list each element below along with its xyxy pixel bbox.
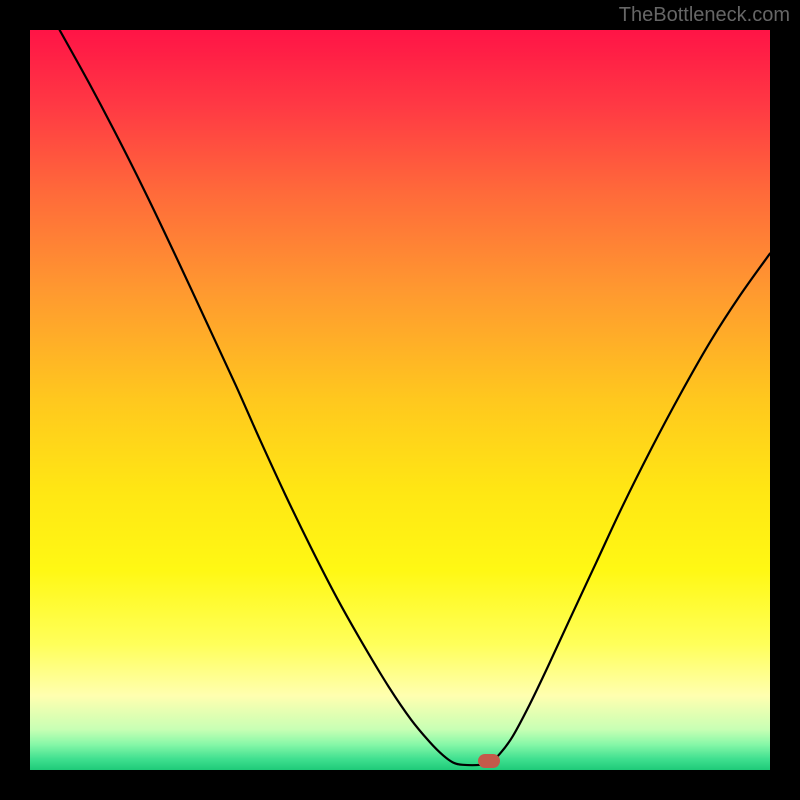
optimal-point-marker: [478, 754, 500, 768]
watermark-text: TheBottleneck.com: [619, 4, 790, 27]
bottleneck-plot: [30, 30, 770, 770]
bottleneck-curve: [30, 30, 770, 770]
